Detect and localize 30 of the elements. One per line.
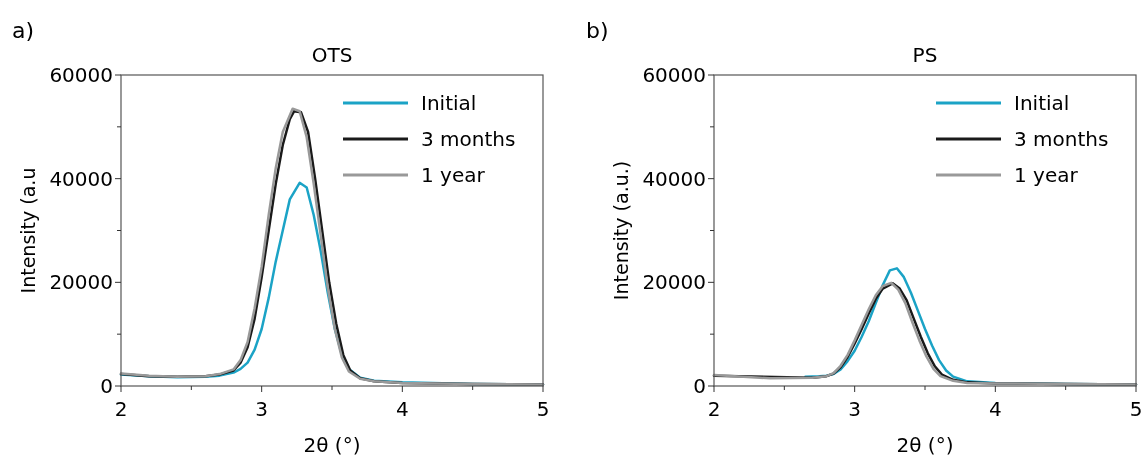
x-tick-label: 3: [255, 397, 269, 421]
y-tick-label: 0: [693, 374, 706, 398]
y-tick-label: 40000: [49, 166, 113, 191]
x-tick-label: 4: [395, 397, 409, 421]
x-axis-title: 2θ (°): [303, 433, 361, 457]
y-axis-title: Intensity (a.u.): [610, 160, 632, 301]
x-tick-label: 5: [536, 397, 550, 421]
y-tick-label: 20000: [642, 270, 706, 295]
x-tick-label: 4: [988, 397, 1002, 421]
y-tick-label: 60000: [49, 63, 113, 87]
text: b): [586, 18, 609, 43]
y-tick-label: 20000: [49, 270, 113, 295]
legend-label: 1 year: [1014, 163, 1079, 187]
x-tick-label: 2: [114, 397, 128, 421]
legend-label: Initial: [421, 91, 477, 115]
legend-label: Initial: [1014, 91, 1070, 115]
x-tick-label: 3: [848, 397, 862, 421]
y-tick-label: 0: [100, 374, 113, 398]
x-axis-title: 2θ (°): [896, 433, 954, 457]
x-tick-label: 5: [1129, 397, 1143, 421]
chart-title: PS: [912, 43, 938, 67]
text: a): [12, 18, 35, 43]
chart-title: OTS: [311, 43, 353, 67]
y-tick-label: 40000: [642, 166, 706, 191]
legend-label: 1 year: [421, 163, 486, 187]
y-tick-label: 60000: [642, 63, 706, 87]
x-tick-label: 2: [707, 397, 721, 421]
legend-label: 3 months: [1014, 127, 1109, 151]
y-axis-title: Intensity (a.u: [17, 167, 39, 294]
legend-label: 3 months: [421, 127, 516, 151]
